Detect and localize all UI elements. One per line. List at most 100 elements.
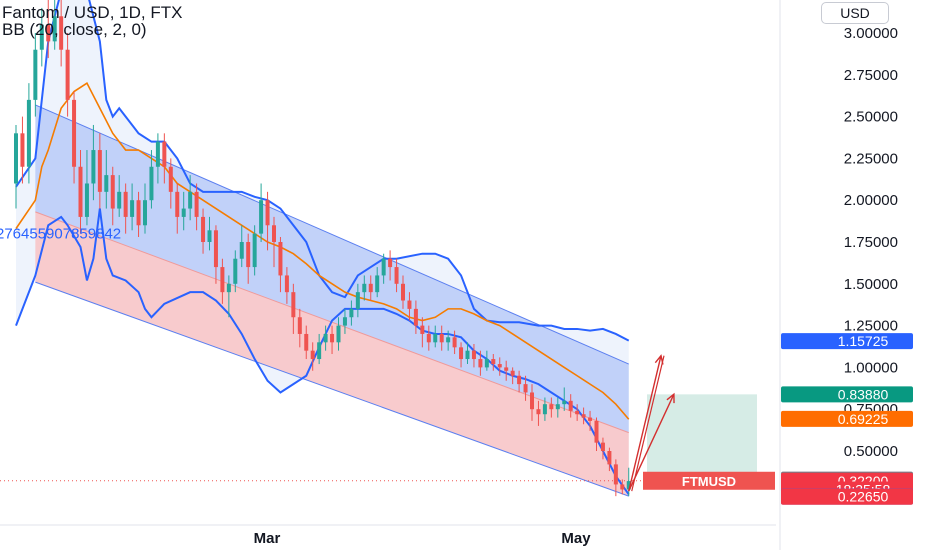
candle-body (304, 333, 309, 351)
candle-body (246, 242, 251, 268)
candle (510, 367, 515, 385)
candle (620, 479, 625, 495)
candle-body (446, 337, 451, 343)
candle (265, 191, 270, 251)
candle-body (14, 133, 18, 184)
candle-body (207, 230, 212, 242)
candle (336, 317, 341, 351)
candle (136, 191, 141, 237)
candle-body (471, 350, 476, 360)
candle (239, 225, 244, 268)
candle (33, 33, 38, 117)
candle (394, 258, 399, 293)
candle (291, 283, 296, 334)
candle (84, 150, 89, 226)
candle (426, 325, 431, 351)
candle (594, 417, 599, 451)
candle (20, 116, 25, 184)
candle (459, 342, 464, 368)
candle (581, 407, 586, 425)
candle (226, 275, 231, 318)
time-axis-bg (0, 525, 776, 550)
candle-body (123, 191, 128, 217)
candle (143, 183, 147, 234)
candle-body (491, 359, 496, 365)
candle-body (459, 347, 464, 360)
candle (497, 357, 502, 376)
candle (471, 343, 476, 368)
candle-body (555, 404, 560, 410)
candle-body (330, 333, 335, 343)
price-tag: 1.15725 (838, 333, 889, 349)
candle (452, 330, 457, 355)
candle (297, 308, 302, 348)
candle (39, 7, 44, 67)
candle (562, 387, 567, 411)
candle-body (310, 350, 315, 360)
candle (181, 191, 186, 231)
candle-body (362, 283, 367, 293)
candle-body (510, 370, 515, 376)
series-bb-upper (15, 0, 630, 342)
candle-body (91, 150, 96, 184)
candle (542, 397, 547, 421)
candle-body (568, 400, 573, 411)
candle-body (155, 141, 160, 167)
candle-body (39, 24, 44, 50)
candle-body (401, 283, 405, 301)
candle (284, 267, 289, 304)
candle-body (523, 384, 528, 393)
candle (194, 183, 199, 231)
candle-body (420, 325, 425, 334)
projection-arrow-shaft (628, 355, 662, 492)
x-tick-label: May (561, 530, 591, 547)
candle-body (78, 166, 83, 217)
candle-body (239, 242, 244, 259)
x-tick-label: Mar (254, 530, 281, 547)
price-tag: 0.69225 (838, 411, 889, 427)
candle (117, 175, 122, 217)
candle (342, 308, 347, 334)
candle-body (588, 417, 593, 421)
candle-body (607, 451, 612, 465)
candle-body (52, 16, 57, 42)
channel-lower-fill (35, 211, 629, 497)
candle-body (349, 308, 354, 318)
candle-body (110, 175, 115, 209)
candle-body (355, 292, 360, 309)
price-tag: 0.83880 (838, 386, 889, 402)
candle (555, 397, 560, 418)
candle (162, 133, 167, 184)
currency-button[interactable]: USD (821, 2, 889, 24)
candle (607, 447, 612, 472)
candle (420, 317, 425, 348)
candle-body (478, 359, 483, 368)
candle (97, 133, 102, 209)
projection-arrow (628, 354, 665, 492)
candle (207, 216, 212, 251)
candle-body (439, 333, 444, 343)
symbol-tag-bg (643, 471, 775, 490)
candle-body (323, 333, 328, 343)
candle-body (484, 359, 489, 368)
price-tag-bg (781, 488, 913, 505)
candle (46, 0, 51, 59)
candle-body (272, 225, 276, 242)
candle (130, 183, 135, 231)
y-tick-label: 2.75000 (844, 67, 898, 84)
channel-label: 276455907859842 (0, 226, 121, 243)
candle-body (426, 333, 431, 343)
candle-body (188, 191, 193, 209)
projection-arrow (628, 392, 675, 492)
price-tag: 0.22650 (838, 489, 889, 505)
candle (613, 459, 618, 497)
candle (155, 133, 160, 184)
candle (439, 325, 444, 351)
projection-arrow-head (666, 392, 675, 404)
indicator-legend: BB (20, close, 2, 0) (2, 20, 147, 39)
candle-body (201, 216, 206, 242)
candle (123, 183, 128, 234)
candle (413, 300, 418, 334)
candle-body (375, 275, 380, 293)
